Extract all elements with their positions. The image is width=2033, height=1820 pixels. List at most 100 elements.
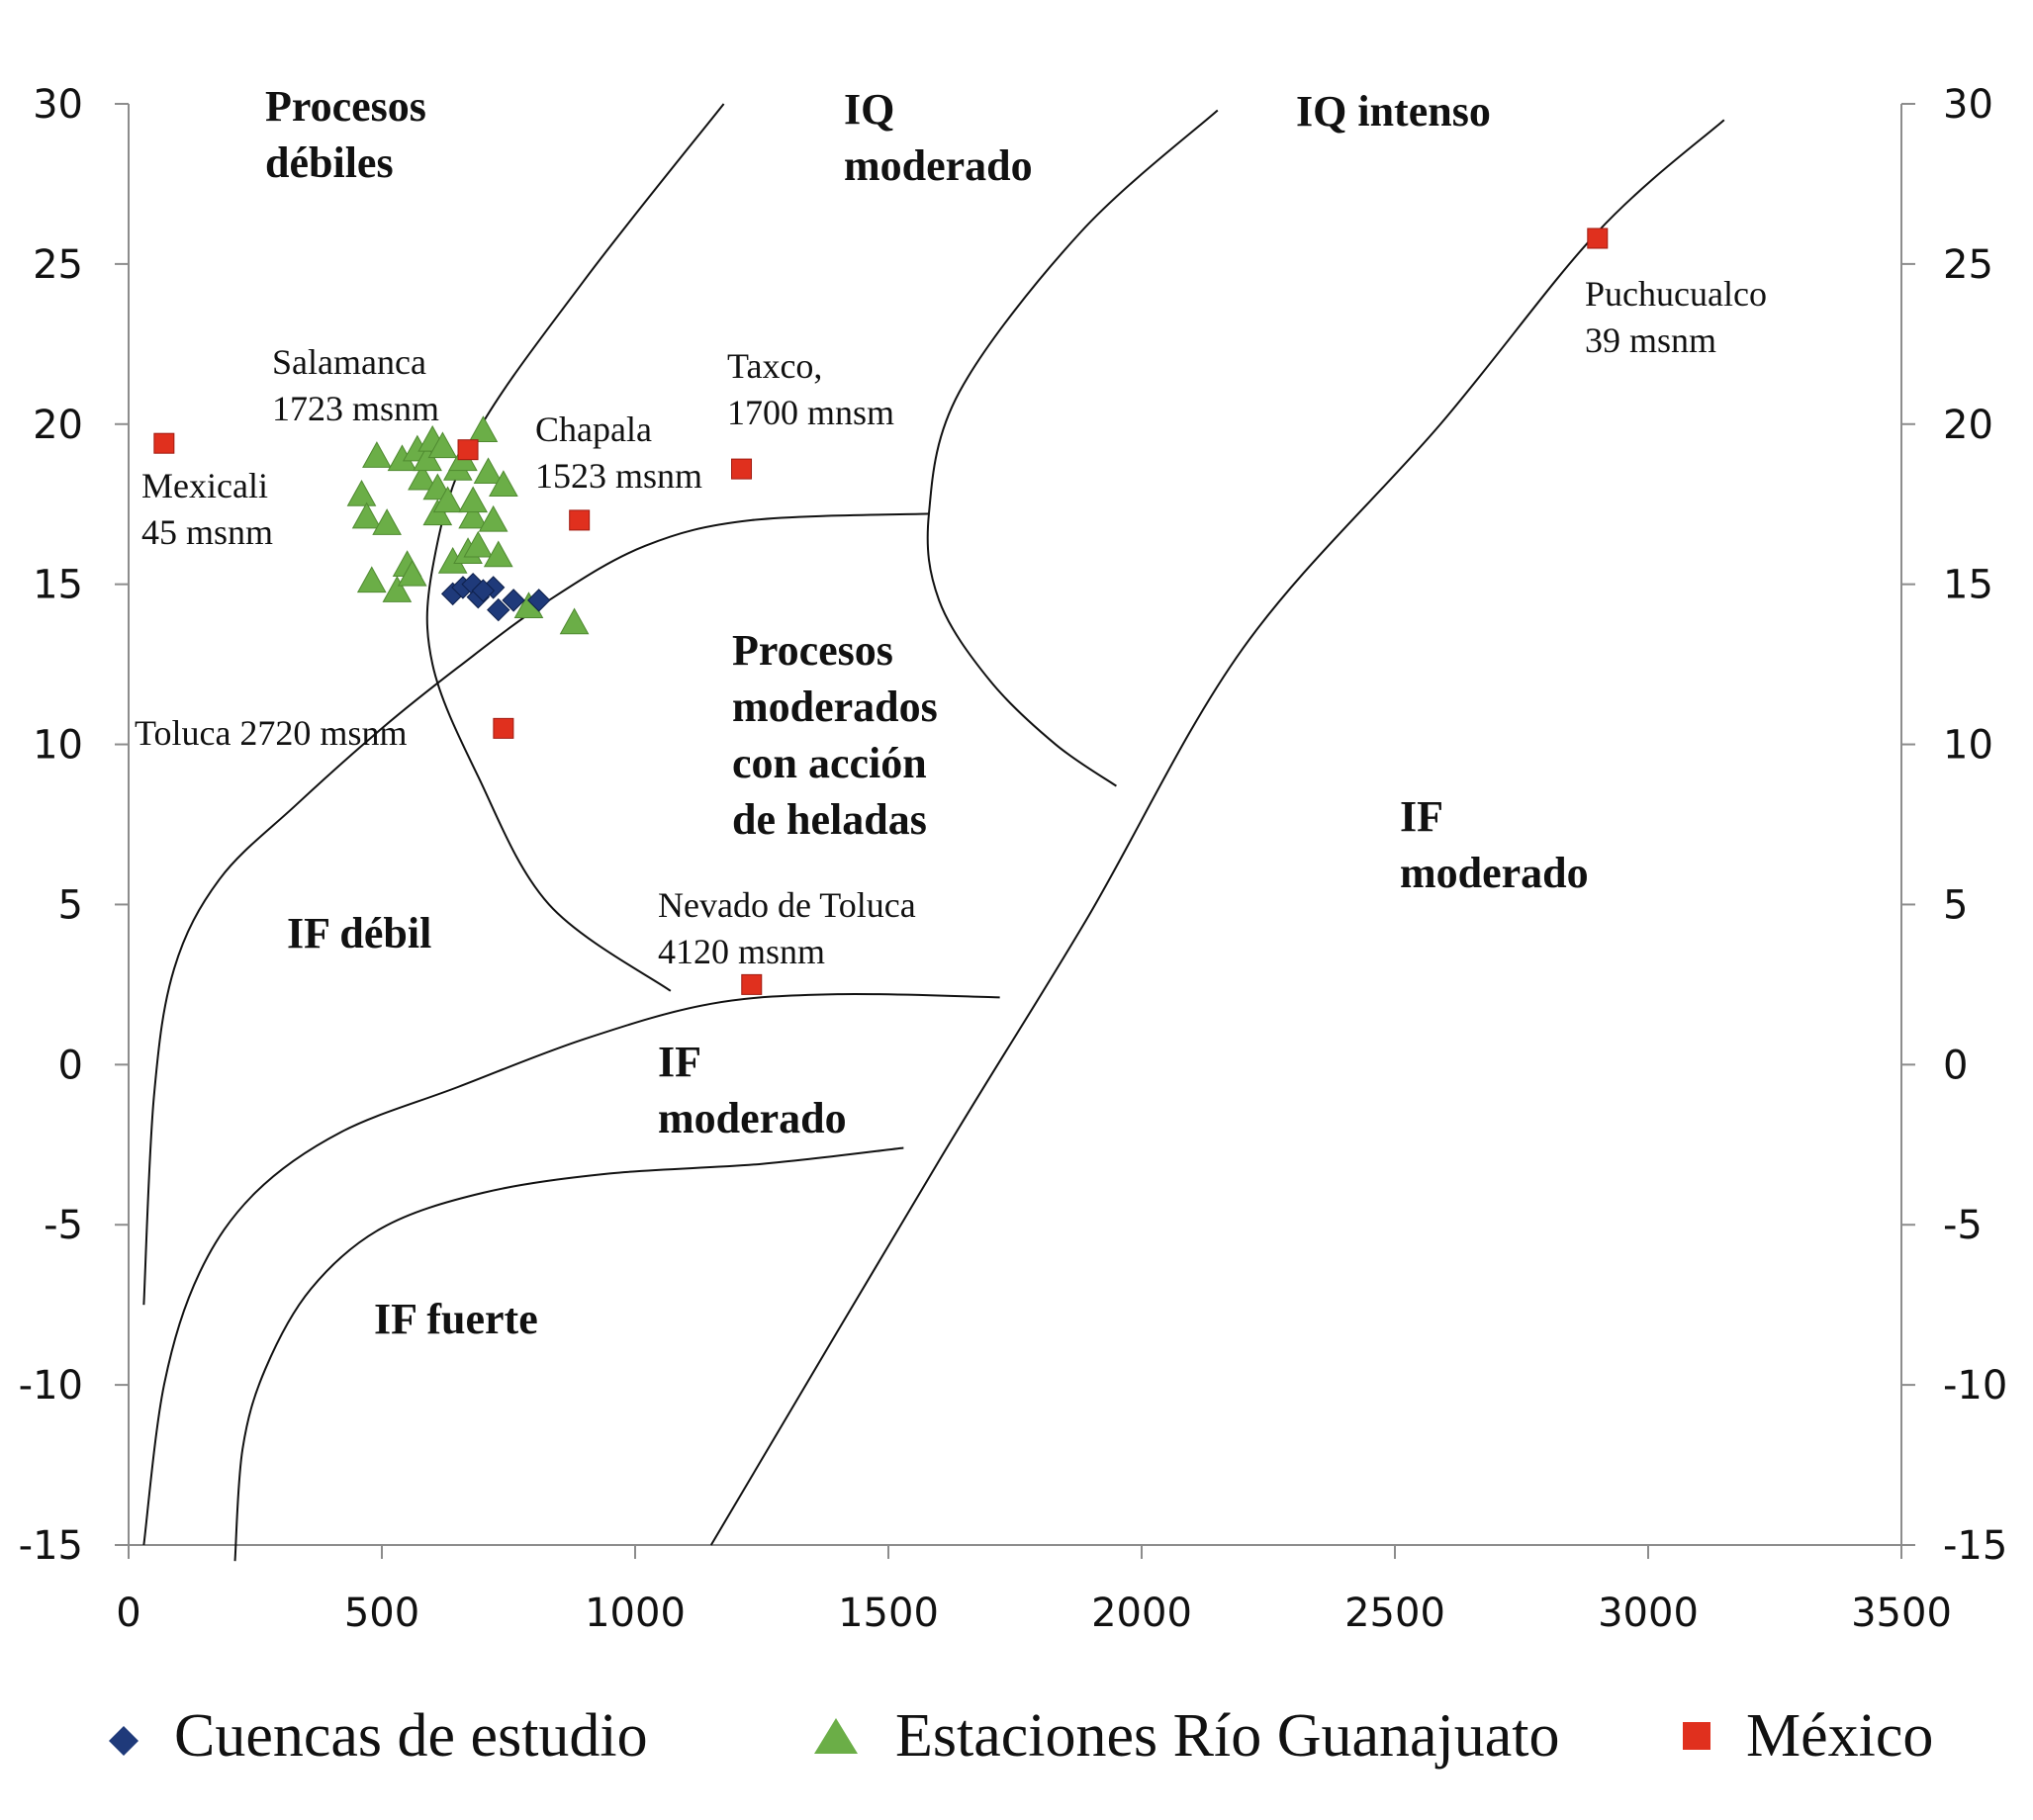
- series-triangle: [346, 415, 590, 635]
- y-tick-label-left: -15: [19, 1523, 83, 1569]
- x-tick-label: 1000: [585, 1591, 686, 1636]
- region-label: IF fuerte: [374, 1295, 538, 1343]
- data-point-triangle: [559, 607, 590, 635]
- x-tick-label: 2500: [1344, 1591, 1445, 1636]
- boundary-curve-5: [142, 992, 1000, 1546]
- region-label-line: con acción: [732, 739, 927, 787]
- region-label-line: débiles: [265, 138, 394, 187]
- boundary-curve-4: [142, 512, 929, 1306]
- data-point-triangle: [458, 501, 489, 529]
- data-point-square: [153, 432, 175, 454]
- y-tick-label-right: -5: [1943, 1203, 1983, 1248]
- region-label-line: moderado: [1400, 849, 1589, 897]
- data-point-triangle: [483, 540, 513, 568]
- region-label-line: moderado: [658, 1094, 847, 1142]
- region-label-line: Procesos: [265, 82, 426, 131]
- x-tick-label: 1500: [838, 1591, 939, 1636]
- legend-item: Estaciones Río Guanajuato: [814, 1702, 1560, 1770]
- region-label-line: IF fuerte: [374, 1295, 538, 1343]
- legend-marker-triangle: [814, 1718, 858, 1754]
- boundary-curve-1: [425, 103, 725, 992]
- site-label-line1: Puchucualco: [1585, 274, 1767, 314]
- region-label: IF moderado: [658, 1038, 847, 1142]
- region-label-line: moderados: [732, 682, 938, 731]
- data-point-triangle: [489, 470, 518, 497]
- data-point-triangle: [346, 479, 377, 506]
- data-point-triangle: [427, 431, 458, 459]
- y-tick-label-left: -10: [19, 1363, 83, 1409]
- region-label-line: Procesos: [732, 626, 893, 675]
- region-label-line: IQ intenso: [1296, 87, 1491, 136]
- data-point-square: [1587, 228, 1609, 249]
- y-tick-label-left: 5: [58, 882, 83, 928]
- site-label-line2: 45 msnm: [141, 512, 273, 552]
- legend-label: Cuencas de estudio: [174, 1702, 648, 1770]
- boundary-curve-6: [233, 1146, 904, 1562]
- site-label: Toluca 2720 msnm: [135, 713, 407, 753]
- x-tick-label: 500: [344, 1591, 419, 1636]
- site-label-line2: 39 msnm: [1585, 320, 1716, 360]
- site-label: Salamanca 1723 msnm: [272, 342, 439, 428]
- site-label-line1: Salamanca: [272, 342, 426, 382]
- site-label-line1: Chapala: [535, 410, 652, 449]
- site-label-line1: Nevado de Toluca: [658, 885, 916, 925]
- site-label: Taxco, 1700 mnsm: [727, 346, 894, 432]
- y-tick-label-right: 10: [1943, 723, 1993, 769]
- data-point-square: [569, 509, 591, 531]
- region-label: Procesos débiles: [265, 82, 426, 187]
- y-tick-label-right: -15: [1943, 1523, 2007, 1569]
- legend-marker-diamond: [109, 1726, 139, 1756]
- y-tick-label-left: -5: [44, 1203, 83, 1248]
- data-point-diamond: [527, 589, 551, 612]
- y-tick-label-right: 5: [1943, 882, 1968, 928]
- data-point-triangle: [382, 576, 413, 602]
- site-label-line2: 4120 msnm: [658, 932, 825, 971]
- data-point-triangle: [356, 566, 387, 593]
- data-point-diamond: [471, 579, 496, 602]
- region-label-line: IF: [1400, 792, 1443, 841]
- region-label: IQ moderado: [844, 85, 1033, 190]
- y-tick-label-right: 15: [1943, 563, 1993, 608]
- series-diamond: [440, 572, 551, 622]
- y-tick-label-right: 30: [1943, 82, 1993, 128]
- y-tick-label-left: 30: [33, 82, 83, 128]
- data-point-triangle: [408, 463, 437, 491]
- site-label-line1: Toluca 2720 msnm: [135, 713, 407, 753]
- site-label-line2: 1723 msnm: [272, 389, 439, 428]
- data-point-triangle: [397, 559, 427, 587]
- data-point-triangle: [432, 486, 463, 513]
- site-label: Chapala 1523 msnm: [535, 410, 702, 496]
- data-point-triangle: [473, 457, 504, 485]
- region-label-line: de heladas: [732, 795, 927, 844]
- x-tick-label: 3000: [1598, 1591, 1699, 1636]
- boundary-curve-2: [926, 109, 1219, 787]
- data-point-triangle: [372, 508, 402, 535]
- data-point-triangle: [362, 441, 392, 468]
- site-label-line1: Taxco,: [727, 346, 822, 386]
- y-tick-label-left: 10: [33, 723, 83, 769]
- data-point-triangle: [463, 530, 494, 558]
- data-point-triangle: [478, 504, 508, 532]
- legend-item: México: [1683, 1702, 1933, 1770]
- data-point-square: [493, 717, 514, 739]
- data-point-square: [741, 973, 763, 995]
- region-label: IQ intenso: [1296, 87, 1491, 136]
- data-point-diamond: [502, 589, 525, 612]
- x-tick-label: 2000: [1091, 1591, 1192, 1636]
- legend-item: Cuencas de estudio: [109, 1702, 648, 1770]
- site-label-line2: 1700 mnsm: [727, 393, 894, 432]
- x-tick-label: 0: [116, 1591, 140, 1636]
- data-point-triangle: [468, 415, 499, 442]
- y-tick-label-left: 25: [33, 242, 83, 288]
- y-tick-label-left: 0: [58, 1043, 83, 1088]
- y-tick-label-right: 25: [1943, 242, 1993, 288]
- site-label: Nevado de Toluca 4120 msnm: [658, 885, 916, 971]
- x-tick-label: 3500: [1851, 1591, 1952, 1636]
- data-point-square: [731, 458, 753, 480]
- data-point-square: [457, 439, 479, 461]
- region-label-line: IF débil: [287, 909, 431, 957]
- data-point-triangle: [351, 501, 382, 529]
- y-tick-label-right: -10: [1943, 1363, 2007, 1409]
- site-label-line2: 1523 msnm: [535, 456, 702, 496]
